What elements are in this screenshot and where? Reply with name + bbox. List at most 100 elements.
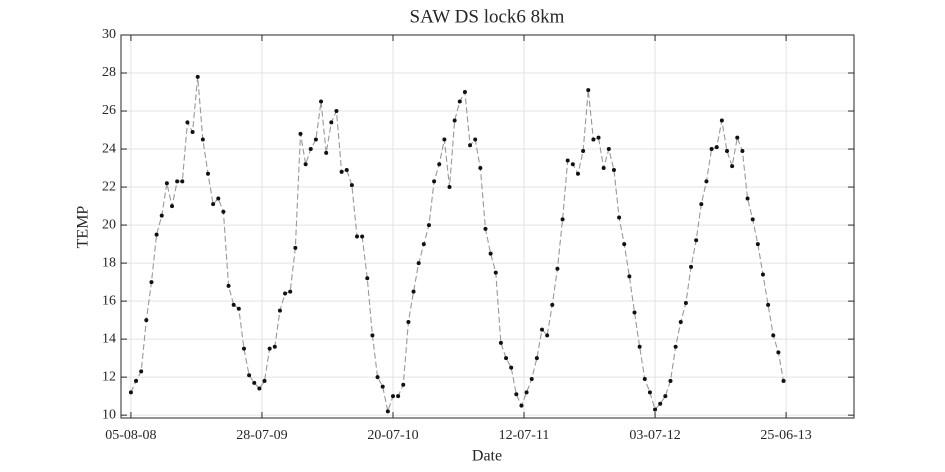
- data-point: [545, 333, 550, 338]
- data-point: [750, 217, 755, 222]
- data-point: [529, 377, 534, 382]
- data-point: [293, 245, 298, 250]
- data-point: [437, 162, 442, 167]
- data-point: [632, 310, 637, 315]
- data-point: [524, 390, 529, 395]
- data-point: [601, 166, 606, 171]
- data-point: [755, 242, 760, 247]
- data-point: [678, 320, 683, 325]
- data-point: [375, 375, 380, 380]
- data-point: [200, 137, 205, 142]
- data-point: [714, 145, 719, 150]
- data-point: [370, 333, 375, 338]
- data-point: [385, 409, 390, 414]
- data-point: [313, 137, 318, 142]
- data-point: [658, 401, 663, 406]
- data-point: [339, 169, 344, 174]
- data-point: [257, 386, 262, 391]
- data-point: [730, 164, 735, 169]
- data-point: [771, 333, 776, 338]
- data-point: [704, 179, 709, 184]
- data-point: [581, 148, 586, 153]
- data-point: [159, 213, 164, 218]
- data-point: [550, 302, 555, 307]
- data-point: [421, 242, 426, 247]
- data-point: [781, 378, 786, 383]
- data-point: [416, 261, 421, 266]
- data-point: [262, 378, 267, 383]
- data-point: [324, 150, 329, 155]
- data-point: [647, 390, 652, 395]
- data-point: [303, 162, 308, 167]
- data-point: [267, 346, 272, 351]
- data-point: [277, 308, 282, 313]
- data-point: [221, 209, 226, 214]
- data-point: [683, 301, 688, 306]
- data-point: [195, 74, 200, 79]
- data-point: [452, 118, 457, 123]
- data-point: [288, 289, 293, 294]
- data-point: [128, 390, 133, 395]
- data-point: [252, 380, 257, 385]
- data-point: [560, 217, 565, 222]
- data-point: [627, 274, 632, 279]
- data-point: [231, 302, 236, 307]
- data-point: [478, 166, 483, 171]
- data-point: [699, 202, 704, 207]
- data-point: [247, 373, 252, 378]
- data-point: [653, 407, 658, 412]
- data-point: [565, 158, 570, 163]
- data-point: [514, 392, 519, 397]
- data-point: [134, 378, 139, 383]
- data-point: [154, 232, 159, 237]
- y-tick-label: 12: [102, 369, 116, 384]
- y-tick-label: 14: [102, 331, 116, 346]
- data-point: [663, 394, 668, 399]
- data-point: [488, 251, 493, 256]
- data-point: [735, 135, 740, 140]
- data-point: [760, 272, 765, 277]
- chart-title: SAW DS lock6 8km: [410, 6, 565, 27]
- data-point: [642, 377, 647, 382]
- y-tick-label: 18: [102, 255, 116, 270]
- data-point: [637, 344, 642, 349]
- data-point: [468, 143, 473, 148]
- data-point: [241, 346, 246, 351]
- x-tick-label: 20-07-10: [367, 428, 418, 443]
- x-tick-label: 25-06-13: [760, 428, 811, 443]
- data-point: [694, 238, 699, 243]
- data-point: [719, 118, 724, 123]
- data-point: [355, 234, 360, 239]
- y-tick-label: 30: [102, 27, 116, 42]
- data-point: [308, 147, 313, 152]
- data-point: [745, 196, 750, 201]
- data-point: [519, 403, 524, 408]
- y-tick-label: 24: [102, 141, 116, 156]
- data-point: [442, 137, 447, 142]
- data-line: [130, 76, 785, 414]
- data-point: [570, 162, 575, 167]
- data-point: [555, 266, 560, 271]
- data-point: [205, 171, 210, 176]
- data-point: [498, 340, 503, 345]
- data-point: [365, 276, 370, 281]
- plot-frame: [120, 34, 855, 419]
- data-point: [606, 147, 611, 152]
- x-tick-label: 12-07-11: [499, 428, 550, 443]
- data-point: [175, 179, 180, 184]
- y-tick-label: 28: [102, 65, 116, 80]
- x-tick-label: 28-07-09: [236, 428, 287, 443]
- x-tick-label: 03-07-12: [629, 428, 680, 443]
- data-point: [673, 344, 678, 349]
- data-point: [380, 384, 385, 389]
- data-point: [509, 365, 514, 370]
- y-tick-label: 16: [102, 293, 116, 308]
- data-point: [319, 99, 324, 104]
- data-point: [617, 215, 622, 220]
- data-point: [344, 167, 349, 172]
- data-point: [185, 120, 190, 125]
- y-tick-label: 22: [102, 179, 116, 194]
- x-tick-label: 05-08-08: [105, 428, 156, 443]
